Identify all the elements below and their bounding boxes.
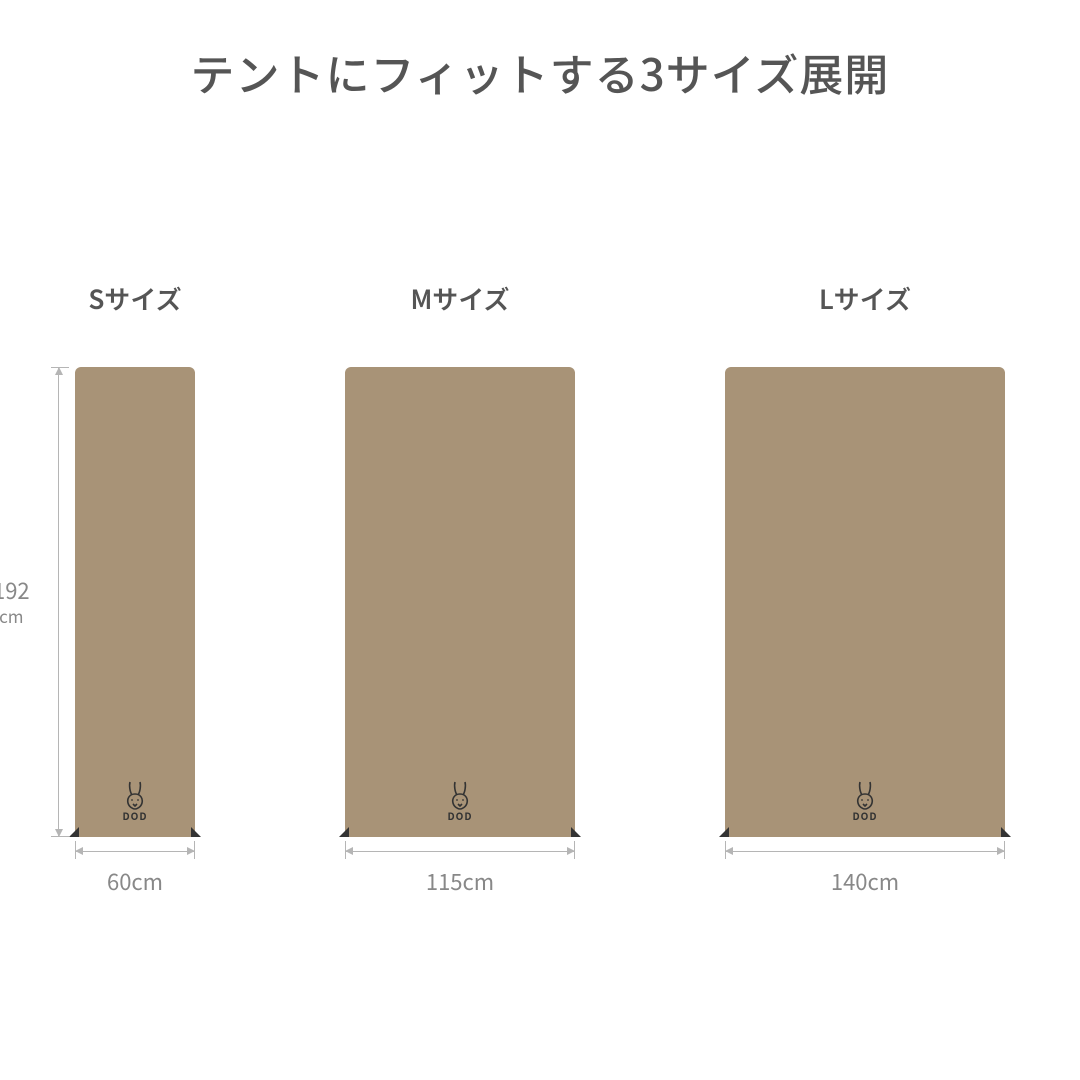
corner-tab	[571, 827, 581, 837]
corner-tab	[69, 827, 79, 837]
size-column: Sサイズ DOD 192 cm 60cm	[75, 280, 195, 837]
width-label: 60cm	[75, 865, 195, 897]
corner-tab	[719, 827, 729, 837]
size-label: Sサイズ	[88, 280, 181, 317]
brand-logo: DOD	[122, 780, 148, 823]
brand-logo-text: DOD	[448, 808, 473, 823]
mat: DOD	[345, 367, 575, 837]
mat-wrap: DOD 140cm	[725, 367, 1005, 837]
height-dimension: 192 cm	[29, 367, 69, 837]
mat: DOD	[75, 367, 195, 837]
brand-logo-text: DOD	[853, 808, 878, 823]
mat: DOD	[725, 367, 1005, 837]
size-label: Mサイズ	[410, 280, 509, 317]
mat-wrap: DOD 192 cm 60cm	[75, 367, 195, 837]
width-dimension: 60cm	[75, 841, 195, 881]
brand-logo-text: DOD	[123, 808, 148, 823]
width-dimension: 115cm	[345, 841, 575, 881]
page: テントにフィットする3サイズ展開 Sサイズ DOD 192 cm 60cm Mサイ…	[0, 0, 1080, 1080]
width-dimension: 140cm	[725, 841, 1005, 881]
width-label: 140cm	[725, 865, 1005, 897]
width-label: 115cm	[345, 865, 575, 897]
brand-logo: DOD	[852, 780, 878, 823]
corner-tab	[1001, 827, 1011, 837]
sizes-row: Sサイズ DOD 192 cm 60cm Mサイズ	[0, 280, 1080, 980]
brand-logo: DOD	[447, 780, 473, 823]
size-label: Lサイズ	[819, 280, 911, 317]
corner-tab	[191, 827, 201, 837]
size-column: Mサイズ DOD 115cm	[345, 280, 575, 837]
page-title: テントにフィットする3サイズ展開	[0, 40, 1080, 104]
corner-tab	[339, 827, 349, 837]
size-column: Lサイズ DOD 140cm	[725, 280, 1005, 837]
mat-wrap: DOD 115cm	[345, 367, 575, 837]
height-label: 192 cm	[0, 578, 30, 626]
